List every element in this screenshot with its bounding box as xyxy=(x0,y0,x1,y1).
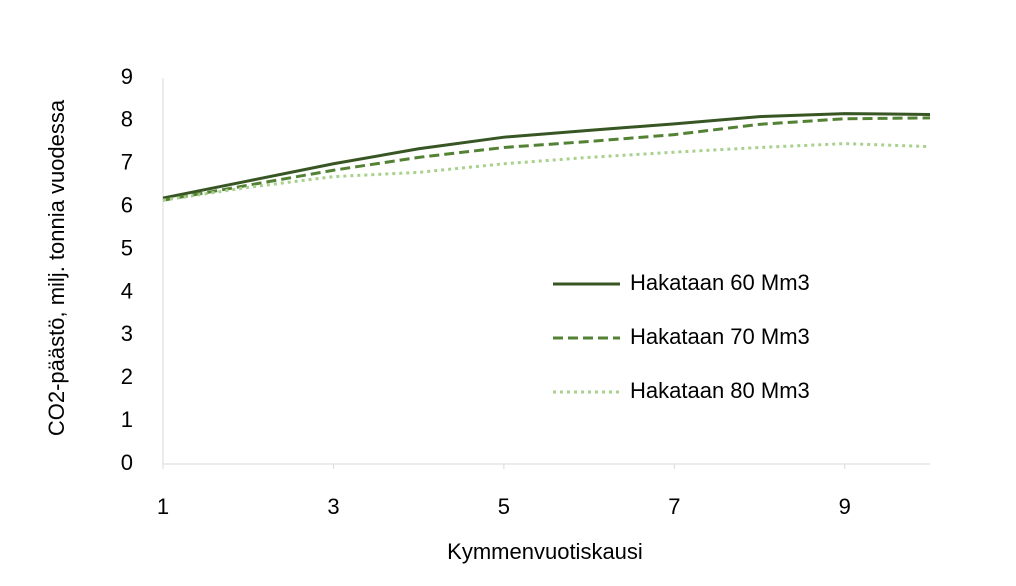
legend-label: Hakataan 60 Mm3 xyxy=(630,270,810,295)
x-tick-label: 7 xyxy=(668,494,680,519)
y-tick-label: 3 xyxy=(121,321,133,346)
x-axis-label: Kymmenvuotiskausi xyxy=(447,539,643,564)
legend-label: Hakataan 80 Mm3 xyxy=(630,378,810,403)
y-tick-label: 2 xyxy=(121,364,133,389)
line-series xyxy=(162,112,931,200)
y-tick-label: 6 xyxy=(121,192,133,217)
legend-label: Hakataan 70 Mm3 xyxy=(630,324,810,349)
x-tick-label: 1 xyxy=(157,494,169,519)
x-tick-label: 9 xyxy=(839,494,851,519)
y-tick-label: 9 xyxy=(121,64,133,89)
x-tick-label: 5 xyxy=(498,494,510,519)
line-series xyxy=(162,142,931,202)
x-tick-label: 3 xyxy=(327,494,339,519)
y-tick-label: 1 xyxy=(121,407,133,432)
y-tick-label: 7 xyxy=(121,150,133,175)
y-tick-label: 5 xyxy=(121,235,133,260)
y-tick-label: 4 xyxy=(121,278,133,303)
line-series xyxy=(162,116,931,202)
y-axis-label: CO2-päästö, milj. tonnia vuodessa xyxy=(44,99,69,436)
y-tick-label: 0 xyxy=(121,450,133,475)
y-tick-label: 8 xyxy=(121,107,133,132)
